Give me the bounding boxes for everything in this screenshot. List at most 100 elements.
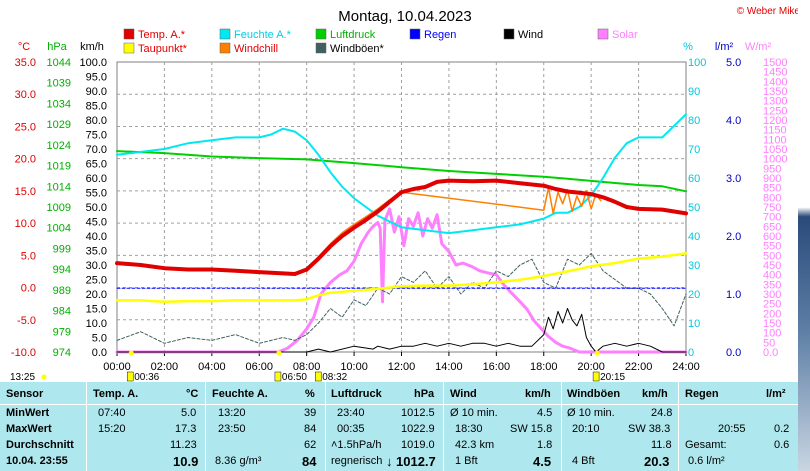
series-line <box>116 150 687 193</box>
sun-mark-icon <box>592 371 600 382</box>
tick-label-wind_kmh: 100.0 <box>79 57 107 69</box>
window-edge <box>798 0 810 471</box>
stats-header-temp-unit: °C <box>186 388 199 400</box>
stats-min-press: 1012.5 <box>401 407 435 419</box>
legend-label: Regen <box>424 29 456 41</box>
stats-now-label: 10.04. 23:55 <box>6 455 68 467</box>
tick-label-pressure_hpa: 1044 <box>47 57 71 69</box>
tick-label-pressure_hpa: 979 <box>53 326 71 338</box>
stats-max-label: MaxWert <box>6 423 52 435</box>
tick-label-solar_wm2: 550 <box>763 241 781 253</box>
stats-header-gust-unit: km/h <box>642 388 668 400</box>
tick-label-solar_wm2: 350 <box>763 279 781 291</box>
legend-swatch <box>315 28 327 40</box>
legend-swatch <box>597 28 609 40</box>
stats-now-gust-desc: 4 Bft <box>572 455 595 467</box>
tick-label-solar_wm2: 50 <box>763 337 775 349</box>
tick-label-temp_c: 10.0 <box>15 218 36 230</box>
series-line <box>116 308 687 353</box>
tick-label-temp_c: 20.0 <box>15 154 36 166</box>
axis-header-temp_c: °C <box>18 41 30 53</box>
tick-label-solar_wm2: 200 <box>763 308 781 320</box>
stats-avg-label: Durchschnitt <box>6 439 74 451</box>
series-line <box>115 178 688 276</box>
tick-label-pressure_hpa: 1019 <box>47 161 71 173</box>
stats-avg-temp: 11.23 <box>170 439 197 451</box>
axis-header-humidity_pct: % <box>683 41 693 53</box>
stats-min-hum: 39 <box>304 407 317 419</box>
stats-now-wind: 4.5 <box>533 454 552 469</box>
tick-label-wind_kmh: 80.0 <box>86 115 107 127</box>
tick-label-rain_lm2: 2.0 <box>726 231 741 243</box>
sun-mark-dot <box>128 350 134 356</box>
x-tick-label: 12:00 <box>388 361 416 373</box>
series-line <box>115 207 688 354</box>
stats-max-temp-time: 15:20 <box>98 423 126 435</box>
axis-ticks: 35.0 30.0 25.0 20.0 15.0 10.0 5.0 0.0 -5.0 -10.0 1… <box>11 57 788 373</box>
stats-max-wind-time: 18:30 <box>455 423 483 435</box>
stats-now-press: 1012.7 <box>396 454 436 469</box>
tick-label-pressure_hpa: 1009 <box>47 202 71 214</box>
tick-label-wind_kmh: 5.0 <box>92 333 107 345</box>
legend-swatch <box>123 42 135 54</box>
tick-label-solar_wm2: 100 <box>763 328 781 340</box>
tick-label-humidity_pct: 80 <box>688 115 700 127</box>
stats-avg-rain-desc: Gesamt: <box>685 439 727 451</box>
legend-swatch <box>315 42 327 54</box>
stats-divider <box>325 382 326 471</box>
tick-label-solar_wm2: 1100 <box>763 134 787 146</box>
sun-mark-icon <box>126 371 134 382</box>
stats-divider <box>561 382 562 471</box>
legend-label: Taupunkt* <box>138 43 188 55</box>
tick-label-wind_kmh: 10.0 <box>86 318 107 330</box>
tick-label-solar_wm2: 150 <box>763 318 781 330</box>
stats-now-hum-desc: 8.36 g/m³ <box>215 455 262 467</box>
x-tick-label: 00:00 <box>103 361 131 373</box>
stats-min-temp-time: 07:40 <box>98 407 126 419</box>
x-tick-label: 10:00 <box>340 361 368 373</box>
chart-title: Montag, 10.04.2023 <box>338 8 471 25</box>
stats-max-rain: 0.2 <box>774 423 790 435</box>
tick-label-solar_wm2: 1200 <box>763 115 787 127</box>
chart-legend: Temp. A.* Feuchte A.* Luftdruck Regen Wind So… <box>123 28 638 55</box>
stats-row-avg: Durchschnitt 11.23 62 ˄1.5hPa/h 1019.0 4… <box>0 439 798 454</box>
tick-label-humidity_pct: 70 <box>688 144 700 156</box>
stats-min-label: MinWert <box>6 407 50 419</box>
stats-min-temp: 5.0 <box>181 407 197 419</box>
stats-avg-wind-desc: 42.3 km <box>455 439 495 451</box>
x-tick-label: 22:00 <box>625 361 653 373</box>
tick-label-wind_kmh: 90.0 <box>86 86 107 98</box>
legend-label: Luftdruck <box>330 29 376 41</box>
tick-label-pressure_hpa: 974 <box>53 347 71 359</box>
stats-now-hum: 84 <box>302 454 317 469</box>
stats-header-gust: Windböen <box>567 388 621 400</box>
series-line <box>116 113 687 235</box>
tick-label-humidity_pct: 20 <box>688 289 700 301</box>
tick-label-solar_wm2: 1500 <box>763 57 787 69</box>
tick-label-solar_wm2: 800 <box>763 192 781 204</box>
x-tick-label: 06:00 <box>245 361 273 373</box>
stats-header-pressure: Luftdruck <box>331 388 382 400</box>
stats-now-press-arrow: ↓ <box>386 454 393 469</box>
sun-mark-icon <box>274 371 282 382</box>
tick-label-temp_c: 35.0 <box>15 57 36 69</box>
stats-header-rain-unit: l/m² <box>766 388 786 400</box>
legend-swatch <box>409 28 421 40</box>
stats-row-now: 10.04. 23:55 10.9 8.36 g/m³ 84 regnerisc… <box>0 454 798 470</box>
sun-mark-label: 00:36 <box>134 372 159 382</box>
stats-now-rain: 0.6 l/m² <box>688 455 725 467</box>
sun-mark-dot <box>41 374 47 380</box>
tick-label-temp_c: 25.0 <box>15 121 36 133</box>
x-tick-label: 16:00 <box>483 361 511 373</box>
legend-label: Feuchte A.* <box>234 29 292 41</box>
tick-label-solar_wm2: 850 <box>763 183 781 195</box>
tick-label-wind_kmh: 60.0 <box>86 173 107 185</box>
tick-label-wind_kmh: 15.0 <box>86 304 107 316</box>
axis-header-pressure_hpa: hPa <box>47 41 67 53</box>
tick-label-solar_wm2: 0.0 <box>763 347 778 359</box>
legend-swatch <box>219 42 231 54</box>
tick-label-solar_wm2: 400 <box>763 270 781 282</box>
weather-chart: Montag, 10.04.2023 © Weber Mike Temp. A.… <box>10 6 801 382</box>
legend-label: Windchill <box>234 43 278 55</box>
tick-label-solar_wm2: 650 <box>763 221 781 233</box>
